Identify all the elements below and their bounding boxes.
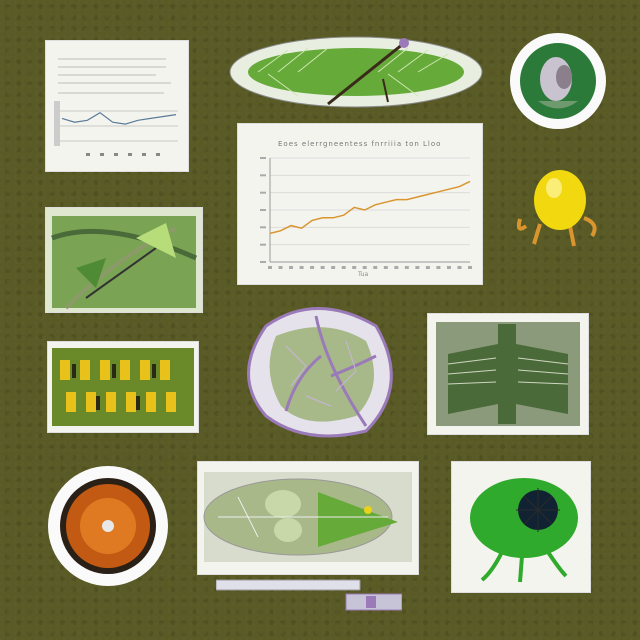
plant-rows bbox=[52, 348, 194, 426]
main-chart bbox=[260, 157, 472, 269]
main-chart-x-tick bbox=[404, 266, 409, 269]
main-chart-x-tick bbox=[341, 266, 346, 269]
main-chart-x-tick bbox=[352, 266, 357, 269]
test-tube-image bbox=[216, 578, 402, 612]
main-chart-x-tick bbox=[373, 266, 378, 269]
main-chart-y-tick bbox=[260, 157, 266, 159]
round-specimen bbox=[510, 33, 606, 129]
main-chart-x-tick bbox=[415, 266, 420, 269]
main-chart-x-tick bbox=[299, 266, 304, 269]
small-chart bbox=[54, 58, 178, 156]
green-blob bbox=[452, 462, 590, 592]
main-chart-x-tick bbox=[394, 266, 399, 269]
yellow-creature bbox=[516, 170, 597, 247]
yellow-creature-image bbox=[510, 164, 606, 256]
main-chart-x-label: Tua bbox=[358, 271, 369, 278]
main-chart-x-tick bbox=[383, 266, 388, 269]
main-chart-x-tick bbox=[446, 266, 451, 269]
plant-rows-image bbox=[48, 342, 198, 432]
specimen-panel bbox=[203, 472, 412, 562]
main-chart-y-tick bbox=[260, 226, 266, 229]
forest-panel bbox=[436, 322, 580, 426]
leaf-vein-network-image bbox=[236, 296, 400, 444]
round-cell-image bbox=[44, 464, 172, 588]
main-chart-y-tick bbox=[260, 191, 266, 194]
main-chart-x-tick bbox=[278, 266, 283, 269]
vine-panel bbox=[51, 216, 198, 310]
round-specimen-image bbox=[508, 31, 608, 131]
main-chart-x-tick bbox=[289, 266, 294, 269]
test-tube bbox=[216, 579, 402, 611]
main-chart-y-tick bbox=[260, 209, 266, 211]
small-chart-card bbox=[46, 41, 188, 171]
leaf-cross-section-image bbox=[228, 34, 484, 110]
leaf-vein-network bbox=[247, 307, 393, 438]
main-chart-x-tick bbox=[310, 266, 315, 269]
main-chart-x-tick bbox=[436, 266, 441, 269]
main-chart-x-tick bbox=[362, 266, 367, 269]
main-chart-x-tick bbox=[457, 266, 462, 269]
forest-panel-image bbox=[428, 314, 588, 434]
main-chart-series-line bbox=[269, 180, 471, 235]
main-chart-x-tick bbox=[331, 266, 336, 269]
main-chart-y-tick bbox=[260, 243, 266, 246]
specimen-panel-image bbox=[198, 462, 418, 574]
main-chart-x-tick bbox=[468, 266, 472, 269]
main-chart-y-tick bbox=[260, 261, 266, 263]
round-cell bbox=[48, 466, 168, 586]
small-chart-series-line bbox=[61, 111, 177, 125]
main-chart-x-tick bbox=[320, 266, 325, 269]
vine-panel-image bbox=[46, 208, 202, 312]
main-chart-title: Eoes elerrgneentess fnrriiia ton Lloo bbox=[278, 140, 442, 148]
green-blob-image bbox=[452, 462, 590, 592]
main-chart-x-tick bbox=[268, 266, 272, 269]
main-chart-card: Eoes elerrgneentess fnrriiia ton Lloo Tu… bbox=[238, 124, 482, 284]
main-chart-x-tick bbox=[425, 266, 430, 269]
leaf-cross-section bbox=[229, 36, 483, 108]
main-chart-y-tick bbox=[260, 174, 266, 177]
